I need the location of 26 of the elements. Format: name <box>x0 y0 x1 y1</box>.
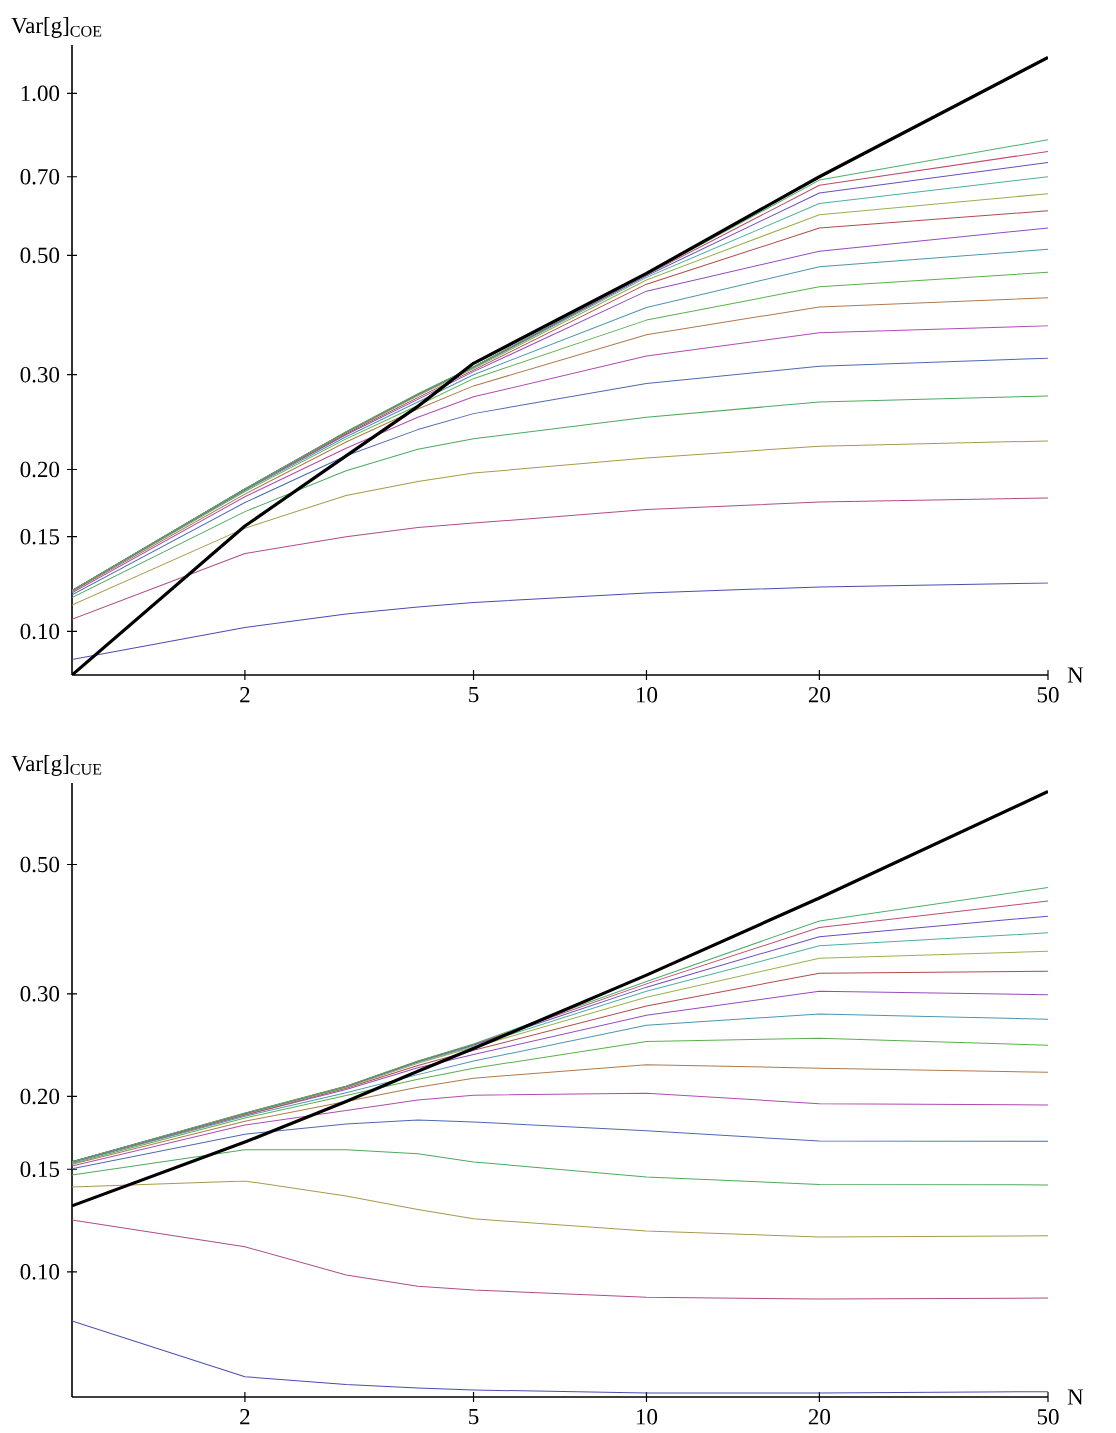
x-tick-label: 20 <box>808 687 831 703</box>
x-tick-label: 2 <box>240 1409 250 1425</box>
y-tick-label: 0.30 <box>20 986 60 1002</box>
x-tick-label: 2 <box>240 687 250 703</box>
y-tick-label: 0.20 <box>20 461 60 478</box>
y-tick-label: 0.15 <box>20 1161 60 1178</box>
y-tick-label: 0.10 <box>20 623 60 640</box>
x-axis-title: N <box>1067 1389 1084 1405</box>
x-tick-label: 5 <box>469 687 479 703</box>
x-tick-label: 10 <box>636 1409 658 1425</box>
y-tick-label: 0.70 <box>20 168 60 185</box>
y-tick-label: 1.00 <box>21 85 60 102</box>
y-tick-label: 0.50 <box>20 247 60 264</box>
y-tick-label: 0.10 <box>20 1264 60 1280</box>
y-axis-title: Var[g]$_{CUE}$ <box>11 755 102 776</box>
x-axis-title: N <box>1067 667 1084 683</box>
x-tick-label: 5 <box>469 1409 479 1425</box>
y-axis-title: Var[g]$_{COE}$ <box>11 16 102 38</box>
y-tick-label: 0.20 <box>20 1088 60 1105</box>
y-tick-label: 0.15 <box>20 528 60 545</box>
x-tick-label: 50 <box>1037 687 1059 703</box>
x-tick-label: 20 <box>808 1409 831 1425</box>
x-tick-label: 50 <box>1037 1409 1059 1425</box>
y-tick-label: 0.30 <box>20 366 60 383</box>
y-tick-label: 0.50 <box>20 856 60 873</box>
x-tick-label: 10 <box>636 687 658 703</box>
